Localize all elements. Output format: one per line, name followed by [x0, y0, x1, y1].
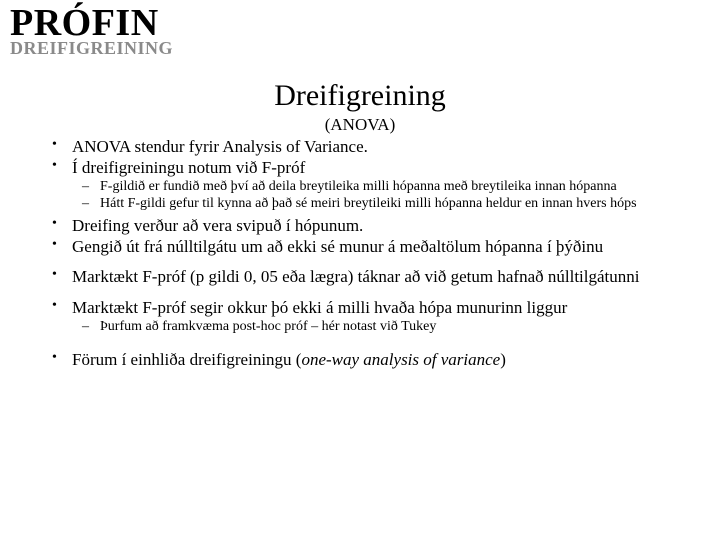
bullet-text-part: Förum í einhliða dreifigreiningu ( — [72, 350, 301, 369]
sub-bullet-item: Hátt F-gildi gefur til kynna að það sé m… — [100, 196, 680, 212]
bullet-item: Marktækt F-próf (p gildi 0, 05 eða lægra… — [72, 267, 680, 287]
bullet-list: Marktækt F-próf segir okkur þó ekki á mi… — [40, 298, 680, 336]
slide-content: Dreifigreining (ANOVA) ANOVA stendur fyr… — [0, 59, 720, 369]
bullet-text-part: ) — [500, 350, 506, 369]
bullet-item: Förum í einhliða dreifigreiningu (one-wa… — [72, 350, 680, 370]
sub-bullet-item: Þurfum að framkvæma post-hoc próf – hér … — [100, 319, 680, 335]
bullet-item: Dreifing verður að vera svipuð í hópunum… — [72, 216, 680, 236]
sub-bullet-item: F-gildið er fundið með því að deila brey… — [100, 179, 680, 195]
bullet-item: Gengið út frá núlltilgátu um að ekki sé … — [72, 237, 680, 257]
header-subtitle: DREIFIGREINING — [10, 38, 710, 59]
main-title: Dreifigreining — [40, 79, 680, 113]
bullet-item: Marktækt F-próf segir okkur þó ekki á mi… — [72, 298, 680, 336]
bullet-text: Marktækt F-próf segir okkur þó ekki á mi… — [72, 298, 567, 317]
bullet-list: Förum í einhliða dreifigreiningu (one-wa… — [40, 350, 680, 370]
bullet-text: Í dreifigreiningu notum við F-próf — [72, 158, 305, 177]
bullet-item: ANOVA stendur fyrir Analysis of Variance… — [72, 137, 680, 157]
slide-header: PRÓFIN DREIFIGREINING — [0, 0, 720, 59]
sub-bullet-list: F-gildið er fundið með því að deila brey… — [72, 179, 680, 212]
bullet-list: Marktækt F-próf (p gildi 0, 05 eða lægra… — [40, 267, 680, 287]
bullet-text-italic: one-way analysis of variance — [301, 350, 500, 369]
sub-bullet-list: Þurfum að framkvæma post-hoc próf – hér … — [72, 319, 680, 335]
bullet-list: ANOVA stendur fyrir Analysis of Variance… — [40, 137, 680, 256]
anova-label: (ANOVA) — [40, 115, 680, 135]
header-title: PRÓFIN — [10, 4, 710, 42]
bullet-item: Í dreifigreiningu notum við F-próf F-gil… — [72, 158, 680, 213]
